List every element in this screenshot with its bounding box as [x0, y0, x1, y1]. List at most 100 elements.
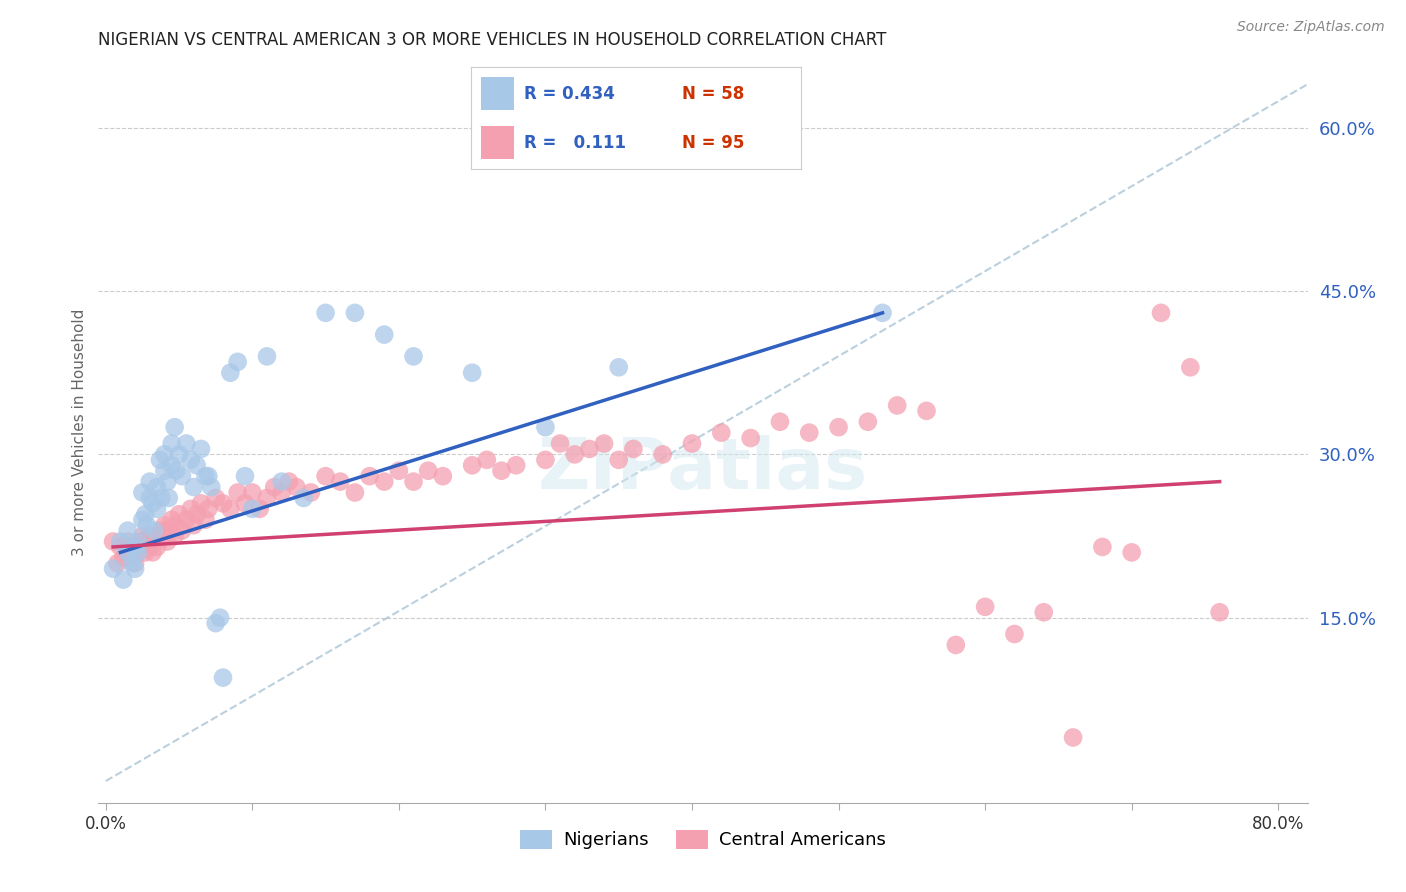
Point: [240, 501, 263, 516]
Point: [578, 442, 600, 456]
Point: [110, 534, 132, 549]
Point: [534, 453, 557, 467]
Text: Source: ZipAtlas.com: Source: ZipAtlas.com: [1237, 20, 1385, 34]
Point: [134, 508, 156, 522]
Point: [124, 562, 146, 576]
Point: [165, 464, 187, 478]
Point: [256, 491, 278, 505]
Point: [402, 350, 425, 364]
Point: [153, 464, 176, 478]
Point: [329, 475, 352, 489]
Point: [194, 513, 217, 527]
Point: [256, 350, 278, 364]
Point: [475, 453, 498, 467]
Point: [710, 425, 733, 440]
Point: [343, 306, 366, 320]
Point: [183, 480, 205, 494]
Point: [117, 545, 139, 559]
Point: [974, 599, 997, 614]
Point: [219, 366, 242, 380]
Point: [621, 442, 644, 456]
Point: [112, 550, 135, 565]
Point: [1062, 731, 1084, 745]
Point: [127, 545, 149, 559]
Point: [117, 524, 139, 538]
Point: [190, 496, 212, 510]
Point: [117, 545, 139, 559]
Point: [153, 529, 176, 543]
Point: [124, 540, 146, 554]
Point: [156, 475, 179, 489]
Point: [138, 540, 160, 554]
Point: [131, 513, 153, 527]
Point: [190, 442, 212, 456]
Point: [197, 469, 219, 483]
Point: [101, 562, 124, 576]
Legend: Nigerians, Central Americans: Nigerians, Central Americans: [513, 823, 893, 856]
Point: [240, 485, 263, 500]
Point: [165, 518, 187, 533]
Point: [263, 480, 285, 494]
Point: [160, 458, 183, 473]
Point: [343, 485, 366, 500]
Point: [124, 540, 146, 554]
Text: N = 95: N = 95: [682, 134, 745, 152]
Point: [163, 529, 186, 543]
Point: [160, 436, 183, 450]
Point: [180, 453, 202, 467]
Point: [176, 513, 198, 527]
Point: [167, 447, 190, 461]
Point: [135, 534, 157, 549]
Point: [107, 556, 129, 570]
Point: [186, 508, 208, 522]
Point: [233, 496, 256, 510]
Point: [170, 469, 193, 483]
Point: [315, 306, 337, 320]
Point: [1004, 627, 1026, 641]
Text: N = 58: N = 58: [682, 85, 745, 103]
Bar: [481, 127, 515, 159]
Point: [142, 496, 165, 510]
Point: [146, 480, 169, 494]
Point: [204, 491, 226, 505]
Point: [150, 491, 173, 505]
Point: [593, 436, 616, 450]
Point: [769, 415, 792, 429]
Point: [233, 469, 256, 483]
Point: [131, 534, 153, 549]
Point: [548, 436, 571, 450]
Point: [117, 534, 139, 549]
Point: [127, 534, 149, 549]
Point: [432, 469, 454, 483]
Point: [359, 469, 381, 483]
Point: [651, 447, 673, 461]
Point: [226, 485, 249, 500]
Text: R = 0.434: R = 0.434: [524, 85, 614, 103]
Point: [402, 475, 425, 489]
Point: [607, 453, 630, 467]
Point: [278, 475, 301, 489]
Point: [138, 529, 160, 543]
Point: [121, 556, 143, 570]
Point: [157, 491, 180, 505]
Point: [124, 556, 146, 570]
Point: [388, 464, 411, 478]
Point: [740, 431, 762, 445]
Point: [270, 475, 292, 489]
Point: [138, 491, 160, 505]
Point: [110, 540, 132, 554]
Point: [418, 464, 440, 478]
Point: [138, 475, 160, 489]
Point: [134, 545, 156, 559]
Point: [872, 306, 894, 320]
Point: [491, 464, 513, 478]
Point: [163, 420, 186, 434]
Point: [1150, 306, 1173, 320]
Point: [146, 501, 169, 516]
Point: [150, 524, 173, 538]
Point: [160, 513, 183, 527]
Point: [146, 529, 169, 543]
Point: [270, 485, 292, 500]
Point: [249, 501, 271, 516]
Point: [299, 485, 322, 500]
